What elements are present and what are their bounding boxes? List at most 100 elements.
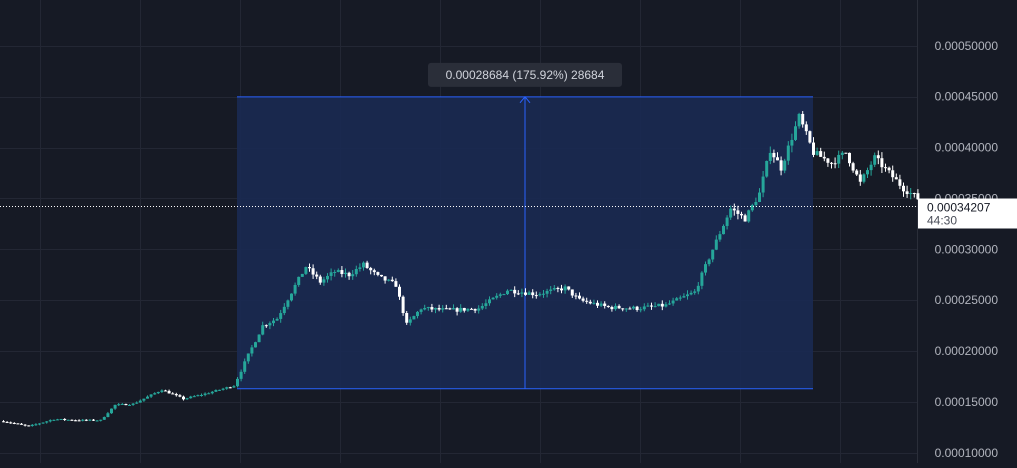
candle-body [178, 395, 182, 397]
candle-body [873, 155, 877, 165]
candle-body [902, 185, 905, 192]
candle [628, 306, 632, 310]
candle [423, 304, 427, 311]
candle [441, 305, 445, 313]
candle [470, 307, 473, 310]
candle [473, 308, 477, 314]
candle [282, 303, 286, 316]
candle-body [693, 291, 697, 293]
candle [596, 300, 599, 308]
candle [2, 420, 5, 423]
candle [459, 304, 463, 313]
last-price-badge[interactable] [918, 198, 1017, 229]
candle-body [498, 294, 502, 296]
candle-body [869, 164, 873, 171]
candle-body [473, 308, 477, 311]
candle-body [635, 306, 639, 311]
candle-body [621, 308, 625, 310]
candle [758, 188, 761, 203]
range-tooltip: 0.00028684 (175.92%) 28684 [428, 62, 622, 87]
candle-body [196, 395, 200, 397]
candle-body [754, 201, 758, 206]
candle-body [203, 393, 207, 395]
candle [700, 271, 704, 290]
candle-body [452, 308, 455, 310]
candle [178, 394, 182, 398]
candle [768, 146, 772, 165]
candle [826, 158, 830, 167]
candle [588, 299, 592, 305]
candle-body [2, 421, 5, 423]
candle-body [228, 387, 232, 389]
candle [74, 419, 77, 422]
candle [437, 304, 441, 312]
candle-body [27, 425, 31, 427]
candle-body [585, 300, 589, 302]
candle [48, 419, 52, 423]
candle [390, 276, 394, 282]
candle-body [549, 289, 553, 291]
candle [567, 286, 571, 291]
candle [214, 389, 218, 393]
candle-body [142, 398, 146, 401]
candle [729, 205, 733, 220]
candle [848, 152, 851, 167]
candle [804, 121, 808, 135]
candle [405, 310, 409, 325]
candle-body [81, 419, 85, 421]
candle [916, 189, 920, 200]
candle-body [182, 396, 185, 400]
candle-body [95, 420, 99, 422]
candle [41, 422, 45, 424]
candle-body [815, 151, 819, 155]
candle-body [768, 152, 772, 161]
candle [236, 376, 239, 388]
candle-body [45, 421, 49, 423]
candle [358, 263, 362, 272]
candle [455, 307, 459, 316]
candle-body [207, 393, 211, 395]
candle-body [700, 272, 704, 286]
candle-body [243, 361, 247, 372]
candle [750, 203, 754, 212]
candle-body [617, 305, 621, 309]
candle [736, 205, 740, 220]
candle-body [20, 423, 23, 425]
range-arrow-head-icon [519, 96, 531, 104]
candle [394, 278, 398, 287]
candle-body [297, 276, 301, 285]
candle-body [16, 423, 20, 425]
candle [333, 269, 337, 277]
candle [412, 315, 416, 320]
candle [99, 419, 103, 422]
candle-body [156, 391, 160, 394]
candle-body [394, 281, 398, 287]
candle [131, 402, 135, 406]
candle [524, 288, 527, 296]
candle-body [423, 308, 427, 310]
candle [776, 152, 779, 161]
candle-body [387, 279, 391, 281]
candle [909, 187, 913, 200]
candle [581, 296, 585, 303]
candle-body [797, 113, 801, 127]
candle-body [830, 162, 833, 164]
candle-body [520, 292, 524, 294]
price-tick-label: 0.00050000 [935, 39, 999, 53]
candle-body [459, 307, 463, 312]
candle [142, 398, 146, 402]
candle-body [408, 319, 412, 323]
price-axis[interactable]: 0.00010000 0.00015000 0.00020000 0.00025000… [918, 39, 1017, 460]
candle [477, 305, 481, 314]
candle [9, 421, 13, 424]
candle-body [318, 276, 322, 283]
candle [642, 303, 646, 312]
candle [156, 391, 160, 395]
candle [531, 289, 535, 299]
range-measure[interactable] [237, 96, 813, 390]
candle-body [732, 208, 736, 211]
candle [120, 402, 124, 405]
candle [88, 419, 92, 422]
